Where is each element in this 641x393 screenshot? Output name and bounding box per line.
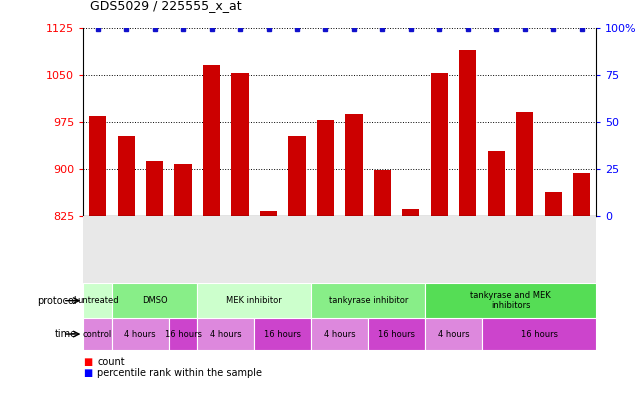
Text: 16 hours: 16 hours [165,330,201,338]
Bar [169,318,197,350]
Text: count: count [97,356,125,367]
Bar [260,211,277,216]
Text: DMSO: DMSO [142,296,167,305]
Bar [573,173,590,216]
Bar [312,283,425,318]
Text: ■: ■ [83,356,92,367]
Text: tankyrase and MEK
inhibitors: tankyrase and MEK inhibitors [470,291,551,310]
Text: untreated: untreated [77,296,119,305]
Text: protocol: protocol [37,296,77,306]
Bar [345,114,363,216]
Bar [254,318,312,350]
Text: control: control [83,330,112,338]
Bar [197,283,312,318]
Bar [112,318,169,350]
Text: MEK inhibitor: MEK inhibitor [226,296,282,305]
Bar [89,116,106,216]
Bar [403,209,419,216]
Text: ■: ■ [83,368,92,378]
Text: 16 hours: 16 hours [264,330,301,338]
Bar [517,112,533,216]
Text: 4 hours: 4 hours [124,330,156,338]
Bar [482,318,596,350]
Text: tankyrase inhibitor: tankyrase inhibitor [329,296,408,305]
Text: 4 hours: 4 hours [438,330,469,338]
Bar [431,73,448,216]
Text: time: time [54,329,77,339]
Bar [425,318,482,350]
Bar [288,136,306,216]
Bar [460,50,476,216]
Text: GDS5029 / 225555_x_at: GDS5029 / 225555_x_at [90,0,242,12]
Bar [83,283,112,318]
Text: 4 hours: 4 hours [324,330,356,338]
Bar [545,192,562,216]
Bar [203,65,220,216]
Bar [312,318,368,350]
Text: 4 hours: 4 hours [210,330,242,338]
Text: 16 hours: 16 hours [378,330,415,338]
Text: percentile rank within the sample: percentile rank within the sample [97,368,262,378]
Bar [174,164,192,216]
Bar [317,120,334,216]
Bar [374,170,391,216]
Bar [112,283,197,318]
Bar [197,318,254,350]
Bar [146,162,163,216]
Bar [368,318,425,350]
Bar [231,73,249,216]
Bar [488,151,505,216]
Bar [117,136,135,216]
Bar [83,318,112,350]
Bar [425,283,596,318]
Text: 16 hours: 16 hours [520,330,558,338]
